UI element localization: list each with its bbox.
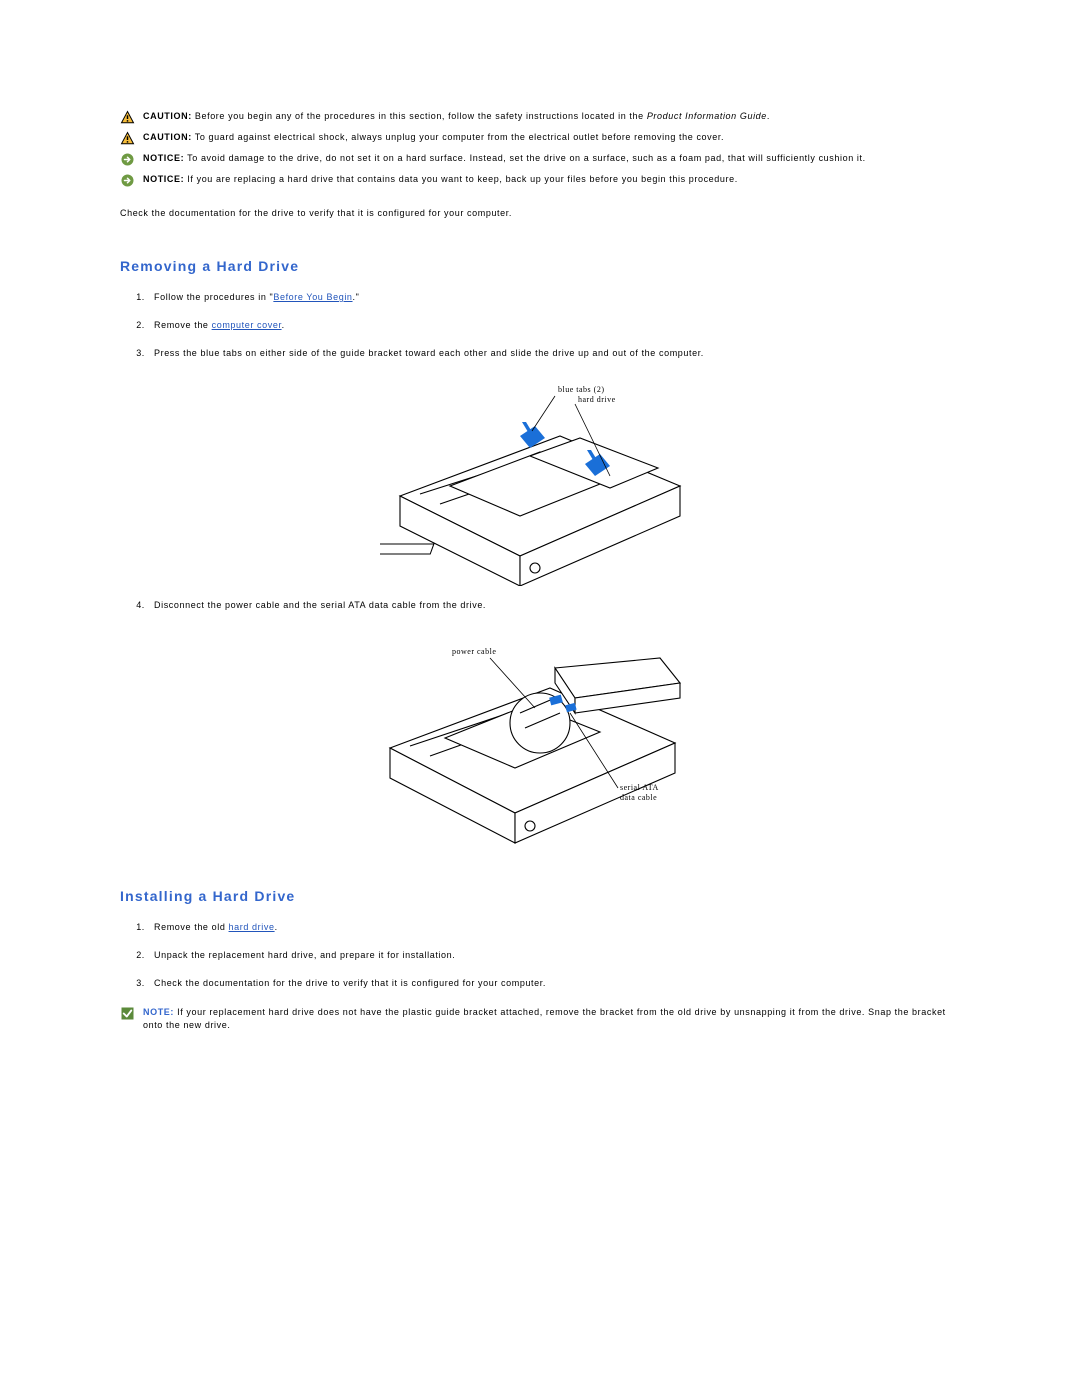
notice-row-1: NOTICE: To avoid damage to the drive, do… xyxy=(120,152,960,167)
step-3: Press the blue tabs on either side of th… xyxy=(148,348,960,358)
heading-installing: Installing a Hard Drive xyxy=(120,888,960,904)
step-1: Follow the procedures in "Before You Beg… xyxy=(148,292,960,302)
figure-remove-drive: blue tabs (2) hard drive xyxy=(120,376,960,586)
alert-suffix: . xyxy=(767,111,770,121)
caution-triangle-icon xyxy=(120,131,135,146)
heading-removing: Removing a Hard Drive xyxy=(120,258,960,274)
figure-disconnect-cables: power cable serial ATA data cable xyxy=(120,628,960,848)
notice-circle-icon xyxy=(120,173,135,188)
step-4: Disconnect the power cable and the seria… xyxy=(148,600,960,610)
label-hard-drive: hard drive xyxy=(578,395,616,404)
install-step-2: Unpack the replacement hard drive, and p… xyxy=(148,950,960,960)
step-text: Disconnect the power cable and the seria… xyxy=(154,600,486,610)
installing-steps: Remove the old hard drive. Unpack the re… xyxy=(128,922,960,988)
alert-body: To avoid damage to the drive, do not set… xyxy=(184,153,866,163)
alert-italic: Product Information Guide xyxy=(647,111,767,121)
label-power-cable: power cable xyxy=(452,647,496,656)
caution-text-1: CAUTION: Before you begin any of the pro… xyxy=(143,110,770,123)
step-prefix: Remove the old xyxy=(154,922,229,932)
step-suffix: ." xyxy=(353,292,360,302)
step-text: Check the documentation for the drive to… xyxy=(154,978,546,988)
link-hard-drive[interactable]: hard drive xyxy=(229,922,275,932)
step-text: Unpack the replacement hard drive, and p… xyxy=(154,950,455,960)
note-body: If your replacement hard drive does not … xyxy=(143,1007,946,1030)
note-check-icon xyxy=(120,1006,135,1021)
notice-row-2: NOTICE: If you are replacing a hard driv… xyxy=(120,173,960,188)
note-row: NOTE: If your replacement hard drive doe… xyxy=(120,1006,960,1031)
removing-steps: Follow the procedures in "Before You Beg… xyxy=(128,292,960,358)
install-step-1: Remove the old hard drive. xyxy=(148,922,960,932)
notice-circle-icon xyxy=(120,152,135,167)
alert-label: NOTICE: xyxy=(143,153,184,163)
label-blue-tabs: blue tabs (2) xyxy=(558,385,605,394)
caution-row-2: CAUTION: To guard against electrical sho… xyxy=(120,131,960,146)
caution-row-1: CAUTION: Before you begin any of the pro… xyxy=(120,110,960,125)
intro-text: Check the documentation for the drive to… xyxy=(120,208,960,218)
label-sata: serial ATA xyxy=(620,783,659,792)
alert-body: If you are replacing a hard drive that c… xyxy=(184,174,738,184)
step-text: Press the blue tabs on either side of th… xyxy=(154,348,704,358)
alert-label: CAUTION: xyxy=(143,132,192,142)
alert-body: Before you begin any of the procedures i… xyxy=(192,111,647,121)
notice-text-2: NOTICE: If you are replacing a hard driv… xyxy=(143,173,738,186)
step-prefix: Follow the procedures in " xyxy=(154,292,273,302)
alert-label: CAUTION: xyxy=(143,111,192,121)
step-prefix: Remove the xyxy=(154,320,212,330)
alert-body: To guard against electrical shock, alway… xyxy=(192,132,724,142)
step-suffix: . xyxy=(282,320,285,330)
step-2: Remove the computer cover. xyxy=(148,320,960,330)
link-computer-cover[interactable]: computer cover xyxy=(212,320,282,330)
note-label: NOTE: xyxy=(143,1007,174,1017)
notice-text-1: NOTICE: To avoid damage to the drive, do… xyxy=(143,152,866,165)
install-step-3: Check the documentation for the drive to… xyxy=(148,978,960,988)
alert-label: NOTICE: xyxy=(143,174,184,184)
step-suffix: . xyxy=(275,922,278,932)
label-data-cable: data cable xyxy=(620,793,657,802)
removing-steps-cont: Disconnect the power cable and the seria… xyxy=(128,600,960,610)
caution-text-2: CAUTION: To guard against electrical sho… xyxy=(143,131,724,144)
link-before-you-begin[interactable]: Before You Begin xyxy=(273,292,352,302)
note-text: NOTE: If your replacement hard drive doe… xyxy=(143,1006,960,1031)
caution-triangle-icon xyxy=(120,110,135,125)
